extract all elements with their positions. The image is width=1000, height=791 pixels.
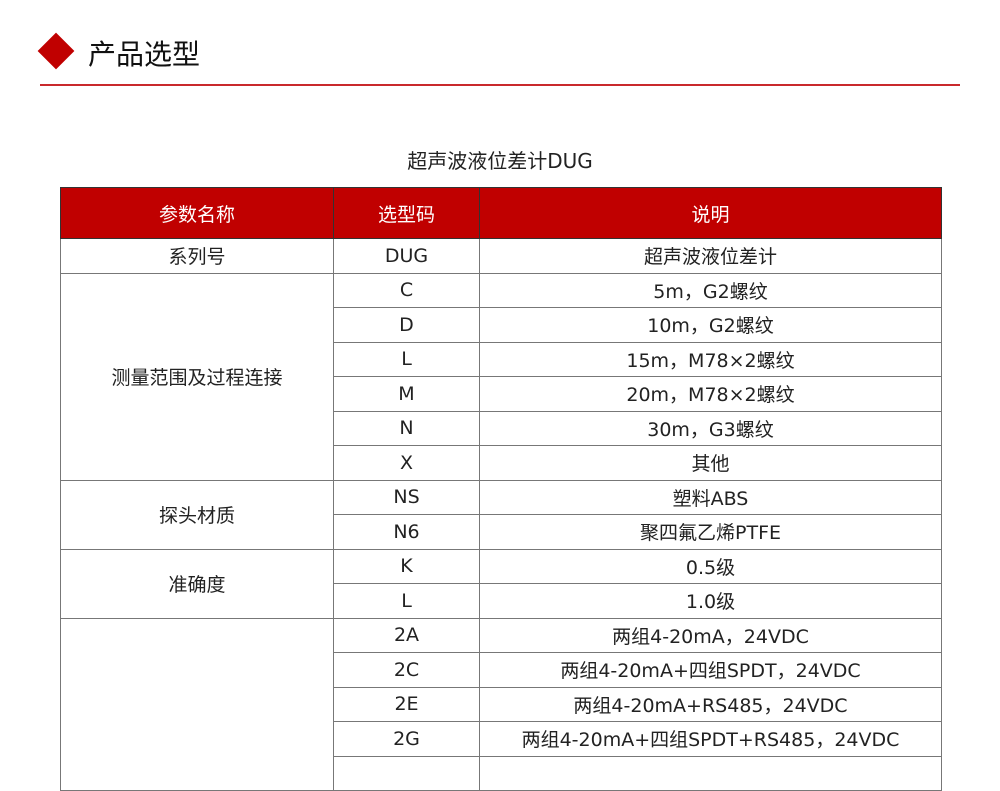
- desc-cell: 两组4-20mA+四组SPDT+RS485，24VDC: [479, 721, 942, 757]
- table-caption: 超声波液位差计DUG: [407, 149, 593, 173]
- param-name-cell: 准确度: [60, 548, 334, 619]
- param-name-cell: [60, 617, 334, 791]
- table-header-row: 参数名称 选型码 说明: [60, 187, 942, 239]
- code-cell: X: [333, 445, 480, 481]
- header-code: 选型码: [333, 187, 480, 239]
- code-cell: DUG: [333, 238, 480, 274]
- table-row: D 10m，G2螺纹: [61, 307, 942, 343]
- desc-cell: 塑料ABS: [479, 479, 942, 515]
- table-row: N 30m，G3螺纹: [61, 410, 942, 446]
- desc-cell: 10m，G2螺纹: [479, 307, 942, 343]
- table-row: 2G 两组4-20mA+四组SPDT+RS485，24VDC: [61, 721, 942, 757]
- code-cell: 2E: [333, 686, 480, 722]
- code-cell: 2G: [333, 721, 480, 757]
- table-row: 测量范围及过程连接 C 5m，G2螺纹: [60, 272, 942, 481]
- desc-cell: 两组4-20mA+RS485，24VDC: [479, 686, 942, 722]
- desc-cell: 其他: [479, 445, 942, 481]
- code-cell: L: [333, 341, 480, 377]
- selection-table: 参数名称 选型码 说明 系列号 DUG 超声波液位差计 测量范围及过程连接 C 5m，G2…: [60, 187, 942, 791]
- code-cell: D: [333, 307, 480, 343]
- code-cell: L: [333, 583, 480, 619]
- table-row: 2C 两组4-20mA+四组SPDT，24VDC: [61, 652, 942, 688]
- desc-cell: 30m，G3螺纹: [479, 410, 942, 446]
- desc-cell: 1.0级: [479, 583, 942, 619]
- table-row: 准确度 K 0.5级: [60, 548, 942, 619]
- section-title: 产品选型: [88, 38, 201, 71]
- table-row: N6 聚四氟乙烯PTFE: [61, 514, 942, 550]
- desc-cell: 0.5级: [479, 548, 942, 584]
- desc-cell: 两组4-20mA，24VDC: [479, 617, 942, 653]
- param-name-cell: 测量范围及过程连接: [60, 272, 334, 481]
- code-cell: [333, 755, 480, 791]
- table-row: L 1.0级: [61, 583, 942, 619]
- code-cell: NS: [333, 479, 480, 515]
- desc-cell: [479, 755, 942, 791]
- code-cell: N6: [333, 514, 480, 550]
- table-row: M 20m，M78×2螺纹: [61, 376, 942, 412]
- desc-cell: 聚四氟乙烯PTFE: [479, 514, 942, 550]
- param-name-cell: 探头材质: [60, 479, 334, 550]
- code-cell: K: [333, 548, 480, 584]
- table-row: 2E 两组4-20mA+RS485，24VDC: [61, 686, 942, 722]
- diamond-icon: [37, 32, 75, 70]
- param-name-cell: 系列号: [60, 238, 334, 274]
- table-row: 系列号 DUG 超声波液位差计: [60, 238, 942, 274]
- desc-cell: 超声波液位差计: [479, 238, 942, 274]
- desc-cell: 5m，G2螺纹: [479, 272, 942, 308]
- table-row: X 其他: [61, 445, 942, 481]
- code-cell: C: [333, 272, 480, 308]
- header-param: 参数名称: [60, 187, 334, 239]
- table-row: 2A 两组4-20mA，24VDC: [60, 617, 942, 791]
- desc-cell: 两组4-20mA+四组SPDT，24VDC: [479, 652, 942, 688]
- header-desc: 说明: [479, 187, 942, 239]
- code-cell: N: [333, 410, 480, 446]
- code-cell: M: [333, 376, 480, 412]
- desc-cell: 15m，M78×2螺纹: [479, 341, 942, 377]
- code-cell: 2A: [333, 617, 480, 653]
- divider: [40, 84, 960, 86]
- desc-cell: 20m，M78×2螺纹: [479, 376, 942, 412]
- code-cell: 2C: [333, 652, 480, 688]
- table-row: 探头材质 NS 塑料ABS: [60, 479, 942, 550]
